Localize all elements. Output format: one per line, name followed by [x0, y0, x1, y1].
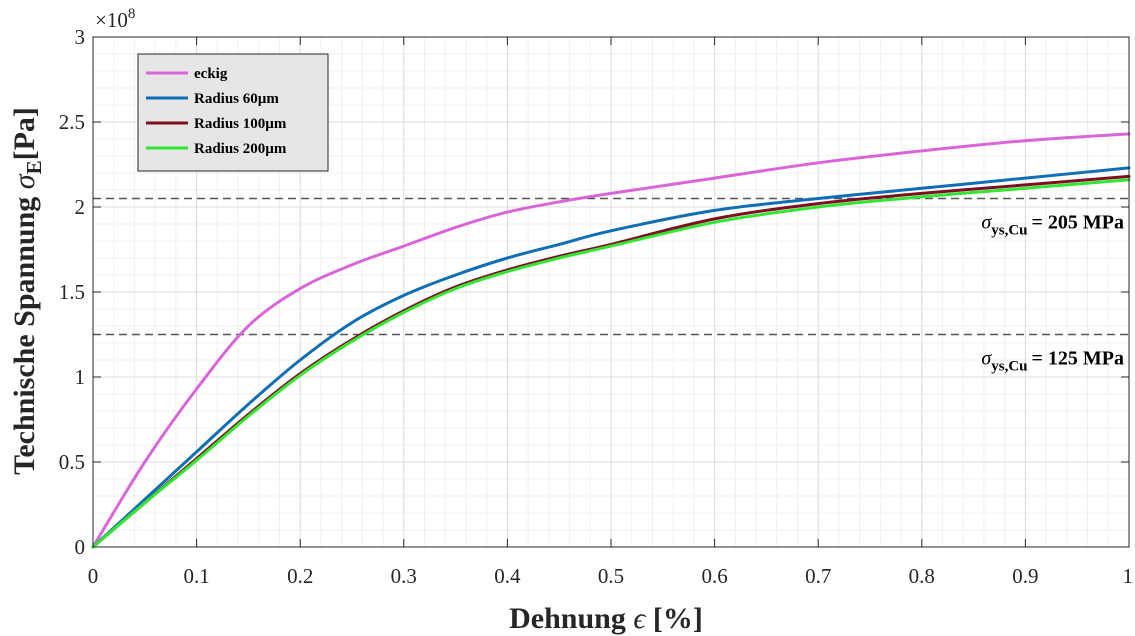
y-tick-label: 1	[75, 365, 86, 389]
y-tick-label: 0	[75, 535, 86, 559]
legend-label-4: Radius 200µm	[194, 141, 287, 157]
reference-label-sigma: σ	[981, 212, 992, 234]
y-tick-label: 2	[75, 195, 86, 219]
y-tick-labels: 0 0.5 1 1.5 2 2.5 3	[59, 25, 85, 559]
x-tick-label: 0.9	[1012, 564, 1038, 588]
y-axis-title: Technische Spannung σE[Pa]	[8, 107, 46, 475]
reference-label-value: = 125 MPa	[1032, 348, 1125, 370]
x-tick-label: 0.6	[701, 564, 727, 588]
y-exponent-label: ×108	[95, 6, 135, 32]
reference-label-1: σys,Cu = 205 MPa	[981, 212, 1124, 239]
x-axis-title: Dehnung ϵ [%]	[509, 602, 703, 635]
x-tick-label: 0	[88, 564, 99, 588]
legend-label-2: Radius 60µm	[194, 91, 279, 107]
legend-label-1: eckig	[194, 66, 228, 82]
x-tick-label: 0.7	[805, 564, 831, 588]
x-tick-label: 0.2	[287, 564, 313, 588]
x-tick-label: 0.5	[598, 564, 624, 588]
series-line-2	[91, 166, 1131, 549]
x-tick-label: 1	[1123, 564, 1134, 588]
reference-label-subscript: ys,Cu	[991, 223, 1027, 239]
series-line-4	[91, 178, 1131, 549]
x-tick-label: 0.1	[183, 564, 209, 588]
reference-label-subscript: ys,Cu	[991, 359, 1027, 375]
reference-label-value: = 205 MPa	[1032, 212, 1125, 234]
legend-label-3: Radius 100µm	[194, 116, 287, 132]
x-tick-marks	[92, 37, 1130, 547]
y-tick-label: 1.5	[59, 280, 85, 304]
y-tick-marks	[93, 36, 1129, 548]
y-tick-label: 0.5	[59, 450, 85, 474]
x-tick-labels: 0 0.1 0.2 0.3 0.4 0.5 0.6 0.7 0.8 0.9 1	[88, 564, 1133, 588]
y-tick-label: 3	[75, 25, 86, 49]
x-tick-label: 0.4	[494, 564, 521, 588]
series-line-1	[91, 132, 1131, 549]
reference-lines	[93, 197, 1129, 336]
reference-label-sigma: σ	[981, 348, 992, 370]
legend: eckig Radius 60µm Radius 100µm Radius 200µm	[137, 53, 329, 172]
x-tick-label: 0.3	[391, 564, 417, 588]
reference-label-2: σys,Cu = 125 MPa	[981, 348, 1124, 375]
x-tick-label: 0.8	[909, 564, 935, 588]
y-tick-label: 2.5	[59, 110, 85, 134]
series-lines	[91, 132, 1131, 549]
